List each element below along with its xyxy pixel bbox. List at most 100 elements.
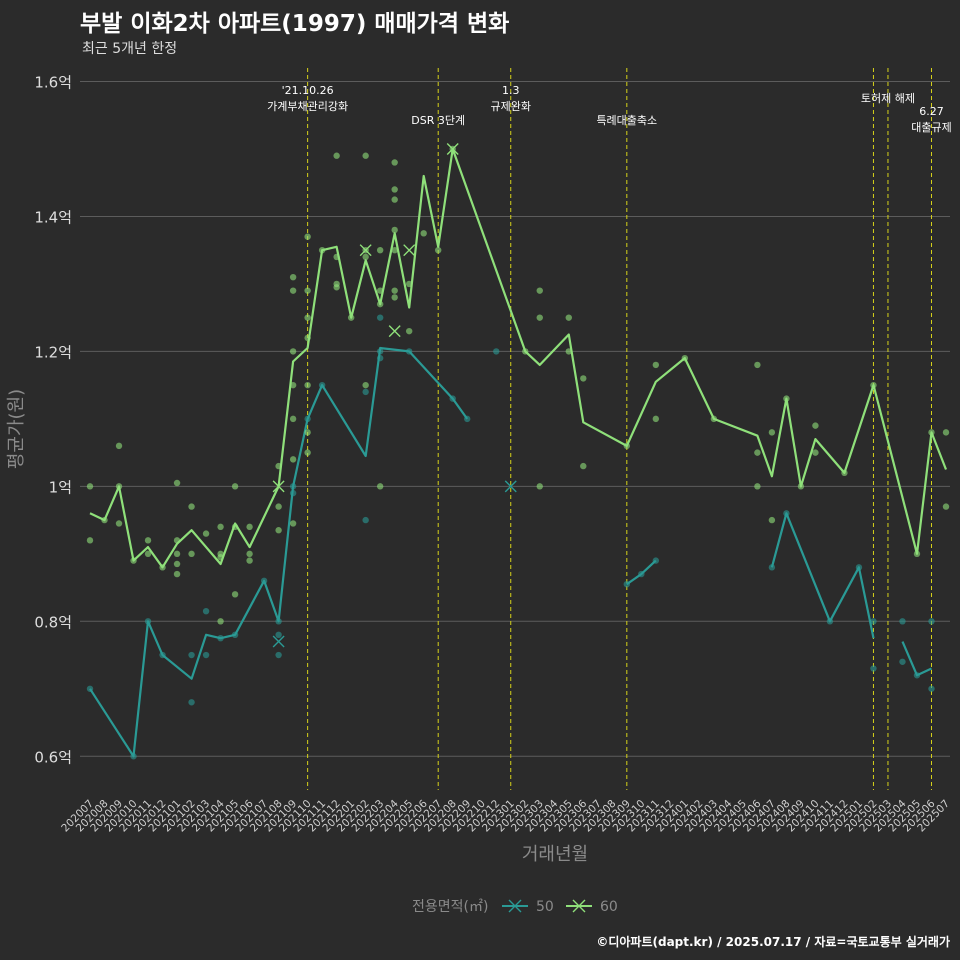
data-point xyxy=(942,503,950,510)
event-label: 6.27 xyxy=(919,105,944,118)
event-label: '21.10.26 xyxy=(282,84,334,97)
data-point xyxy=(246,557,253,564)
data-point xyxy=(362,388,369,396)
data-point xyxy=(391,294,398,301)
data-point xyxy=(173,560,181,568)
data-point xyxy=(391,287,398,294)
data-point xyxy=(376,314,384,321)
event-label: DSR 3단계 xyxy=(411,114,465,127)
data-point xyxy=(86,483,94,490)
data-point xyxy=(304,314,311,321)
data-point xyxy=(391,186,398,193)
source-caption: ©디아파트(dapt.kr) / 2025.07.17 / 자료=국토교통부 실… xyxy=(596,935,950,949)
data-point xyxy=(231,591,239,598)
cross-marker xyxy=(388,325,401,338)
data-point xyxy=(391,246,398,254)
cross-marker xyxy=(272,635,285,648)
y-axis-title: 평균가(원) xyxy=(6,389,27,469)
event-label: 1.3 xyxy=(502,84,520,97)
legend-marker xyxy=(508,899,522,913)
data-point xyxy=(362,152,369,159)
data-point xyxy=(231,483,239,490)
data-point xyxy=(304,381,311,389)
data-point xyxy=(202,607,210,615)
data-point xyxy=(289,520,297,527)
data-point xyxy=(362,253,369,261)
series-line xyxy=(89,147,948,569)
cross-marker xyxy=(446,142,459,155)
data-point xyxy=(173,479,181,487)
data-point xyxy=(942,429,950,436)
series-50 xyxy=(86,314,935,760)
data-point xyxy=(144,537,152,544)
cross-marker xyxy=(403,244,416,257)
data-point xyxy=(405,327,413,335)
data-point xyxy=(376,483,384,490)
data-point xyxy=(333,152,340,159)
data-point xyxy=(275,631,282,639)
data-point xyxy=(565,314,572,321)
data-point xyxy=(304,233,311,240)
cross-marker xyxy=(504,480,517,493)
series-line xyxy=(626,559,657,586)
data-point xyxy=(333,284,340,291)
data-point xyxy=(115,442,123,450)
data-point xyxy=(493,348,500,355)
legend-item-60: 60 xyxy=(566,899,618,915)
data-point xyxy=(812,422,819,429)
data-point xyxy=(202,530,210,537)
data-point xyxy=(304,449,311,456)
data-point xyxy=(391,196,398,203)
event-label: 대출규제 xyxy=(911,121,951,134)
series-line xyxy=(89,346,469,758)
data-point xyxy=(899,658,906,665)
cross-marker xyxy=(272,480,285,493)
data-point xyxy=(580,462,587,470)
series-line xyxy=(901,641,932,677)
y-tick-label: 0.6억 xyxy=(34,748,72,766)
data-point xyxy=(754,483,761,490)
data-point xyxy=(304,429,311,436)
data-point xyxy=(928,685,935,692)
data-point xyxy=(812,449,819,456)
chart-title: 부발 이화2차 아파트(1997) 매매가격 변화 xyxy=(80,11,510,37)
series-60 xyxy=(86,142,950,625)
data-point xyxy=(928,618,935,625)
data-point xyxy=(275,527,282,534)
event-label: 특례대출축소 xyxy=(596,114,657,127)
y-tick-label: 1억 xyxy=(49,478,72,496)
y-tick-label: 1.6억 xyxy=(34,73,72,91)
legend-label: 60 xyxy=(600,899,618,915)
data-point xyxy=(362,381,369,389)
data-point xyxy=(289,348,297,355)
data-point xyxy=(768,516,776,524)
data-point xyxy=(275,503,282,510)
data-point xyxy=(246,550,253,558)
y-tick-label: 0.8억 xyxy=(34,613,72,631)
event-label: 가계부채관리강화 xyxy=(267,100,348,113)
data-point xyxy=(304,287,311,294)
data-point xyxy=(115,520,123,527)
data-point xyxy=(652,415,660,423)
data-point xyxy=(536,287,543,294)
legend-label: 50 xyxy=(536,899,554,915)
data-point xyxy=(870,618,877,625)
data-point xyxy=(580,375,587,382)
data-point xyxy=(768,429,776,436)
data-point xyxy=(435,246,442,254)
data-point xyxy=(144,550,152,558)
data-point xyxy=(289,415,297,423)
data-point xyxy=(289,456,297,463)
data-point xyxy=(420,230,427,237)
data-point xyxy=(870,665,877,672)
y-tick-label: 1.2억 xyxy=(34,343,72,361)
data-point xyxy=(536,483,543,490)
event-label: 규제완화 xyxy=(491,100,531,113)
legend-title: 전용면적(㎡) xyxy=(412,899,488,915)
data-point xyxy=(376,246,384,254)
data-point xyxy=(188,699,195,706)
data-point xyxy=(652,361,660,369)
data-point xyxy=(768,564,776,571)
data-point xyxy=(899,618,906,625)
